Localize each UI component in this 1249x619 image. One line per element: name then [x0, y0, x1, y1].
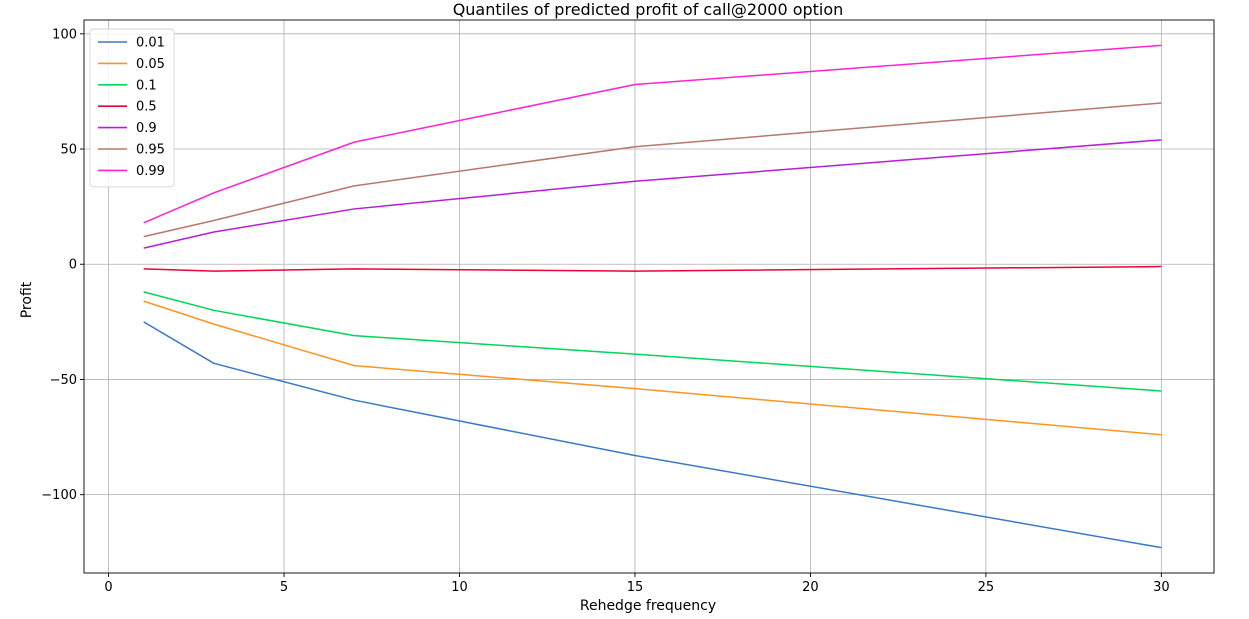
- y-tick-label: 100: [52, 27, 77, 42]
- series-line-0-99: [143, 44, 1162, 224]
- y-tick-label: 0: [69, 258, 77, 273]
- chart-title: Quantiles of predicted profit of call@20…: [453, 0, 844, 19]
- legend-item: 0.95: [98, 143, 165, 158]
- x-axis-label: Rehedge frequency: [580, 598, 716, 614]
- legend-label: 0.5: [136, 100, 157, 115]
- y-tick-label: −100: [41, 488, 77, 503]
- grid: [84, 20, 1214, 573]
- y-axis-ticks: −100 −50 0 50 100: [41, 27, 84, 503]
- x-axis-ticks: 0 5 10 15 20 25 30: [104, 573, 1170, 595]
- legend-label: 0.99: [136, 164, 165, 179]
- x-tick-label: 20: [802, 580, 819, 595]
- y-tick-label: 50: [60, 143, 77, 158]
- legend-item: 0.5: [98, 100, 157, 115]
- axes-frame: [83, 19, 1215, 574]
- legend-item: 0.99: [98, 164, 165, 179]
- plot-area: [84, 20, 1214, 573]
- legend-item: 0.01: [98, 36, 165, 51]
- x-tick-label: 10: [451, 580, 468, 595]
- legend-item: 0.1: [98, 78, 157, 93]
- x-tick-label: 15: [627, 580, 644, 595]
- series-group: [143, 44, 1162, 549]
- y-tick-label: −50: [50, 373, 77, 388]
- y-axis-label: Profit: [19, 281, 35, 318]
- legend-label: 0.9: [136, 121, 157, 136]
- x-tick-label: 5: [280, 580, 288, 595]
- series-line-0-9: [143, 139, 1162, 249]
- series-line-0-95: [143, 102, 1162, 238]
- series-line-0-5: [143, 265, 1162, 272]
- legend: 0.01 0.05 0.1 0.5 0.9 0.95 0.99: [89, 28, 175, 188]
- legend-box: [89, 28, 175, 188]
- legend-label: 0.1: [136, 78, 157, 93]
- x-tick-label: 30: [1153, 580, 1170, 595]
- legend-item: 0.05: [98, 57, 165, 72]
- legend-label: 0.01: [136, 36, 165, 51]
- series-line-0-1: [143, 291, 1162, 392]
- x-tick-label: 25: [978, 580, 995, 595]
- legend-item: 0.9: [98, 121, 157, 136]
- legend-label: 0.05: [136, 57, 165, 72]
- x-tick-label: 0: [104, 580, 112, 595]
- series-line-0-01: [143, 321, 1162, 549]
- series-line-0-05: [143, 300, 1162, 436]
- legend-label: 0.95: [136, 143, 165, 158]
